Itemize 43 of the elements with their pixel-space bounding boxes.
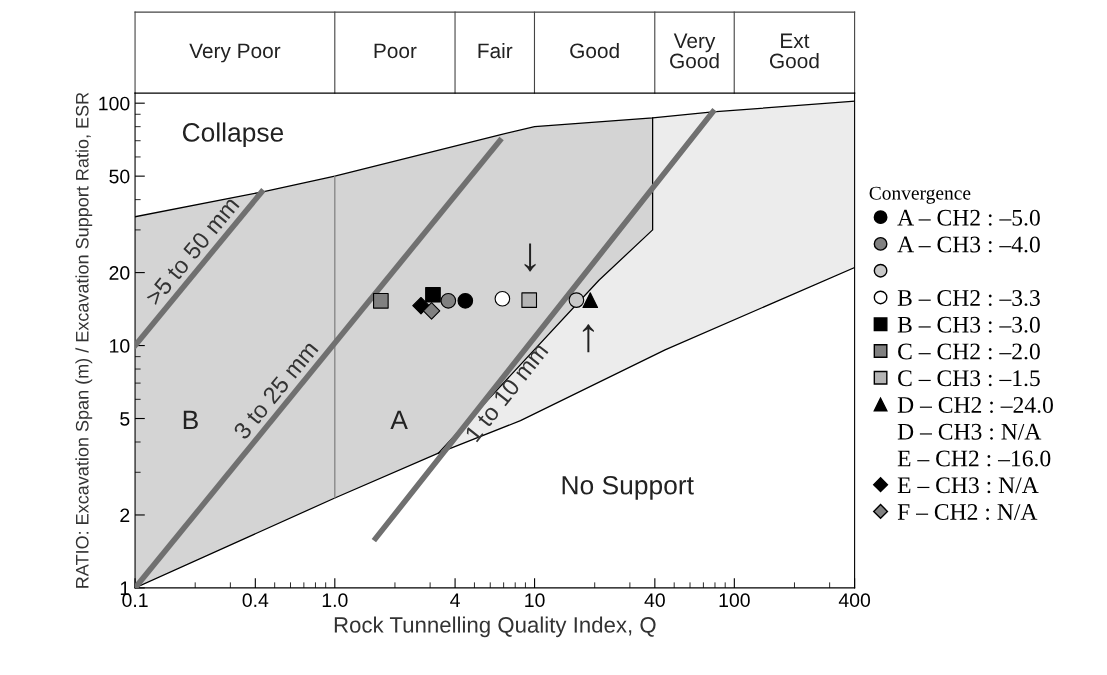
- text: Very Poor: [189, 43, 281, 63]
- x-tick-label: 0.4: [242, 593, 269, 608]
- annotation: Collapse: [182, 122, 284, 148]
- annotation: A: [390, 410, 408, 429]
- x-axis-title: Rock Tunnelling Quality Index, Q: [334, 616, 656, 638]
- y-tick-label: 1: [120, 581, 130, 595]
- text: D – CH3 : N/A: [897, 423, 1042, 440]
- legend-label: A – CH3 : –4.0: [897, 236, 1040, 253]
- legend-label: A – CH2 : –5.0: [897, 209, 1040, 226]
- legend-label: E – CH3 : N/A: [897, 477, 1039, 494]
- y-tick-label: 10: [110, 339, 130, 353]
- text: Very Good: [670, 33, 719, 69]
- x-tick-label: 1.0: [322, 593, 348, 608]
- text: 1 to 10 mm: [464, 342, 549, 443]
- x-tick-label: 400: [838, 593, 871, 608]
- x-tick-label: 4: [450, 593, 460, 607]
- legend-label: F – CH2 : N/A: [897, 504, 1038, 521]
- legend-label: C – CH3 : –1.5: [898, 370, 1040, 387]
- text: Fair: [478, 42, 513, 59]
- x-tick-label: 100: [719, 593, 750, 608]
- x-tick-label: 10: [525, 593, 545, 608]
- text: >5 to 50 mm: [144, 195, 240, 307]
- annotation: B: [183, 410, 198, 429]
- legend-label: B – CH3 : –3.0: [897, 316, 1040, 333]
- text: 3 to 25 mm: [232, 340, 319, 441]
- text: E – CH2 : –16.0: [897, 450, 1051, 467]
- y-tick-label: 20: [109, 266, 130, 280]
- annotation: ↑: [582, 324, 594, 353]
- legend-label: B – CH2 : –3.3: [897, 290, 1040, 307]
- text: Good: [570, 42, 619, 59]
- annotation: No Support: [562, 475, 694, 500]
- legend-label: C – CH2 : –2.0: [898, 343, 1040, 360]
- text: Poor: [374, 43, 417, 59]
- legend-title: Convergence: [869, 186, 971, 204]
- y-axis-title: RATIO: Excavation Span (m) / Excavation Support Ratio, ESR: [75, 92, 93, 588]
- text: Ext Good: [769, 33, 819, 69]
- x-tick-label: 40: [644, 593, 665, 608]
- annotation: ↓: [524, 243, 536, 272]
- legend-label: D – CH2 : –24.0: [897, 397, 1053, 414]
- y-tick-label: 100: [99, 96, 130, 111]
- y-tick-label: 2: [120, 508, 130, 523]
- y-tick-label: 50: [109, 169, 130, 184]
- y-tick-label: 5: [120, 412, 130, 426]
